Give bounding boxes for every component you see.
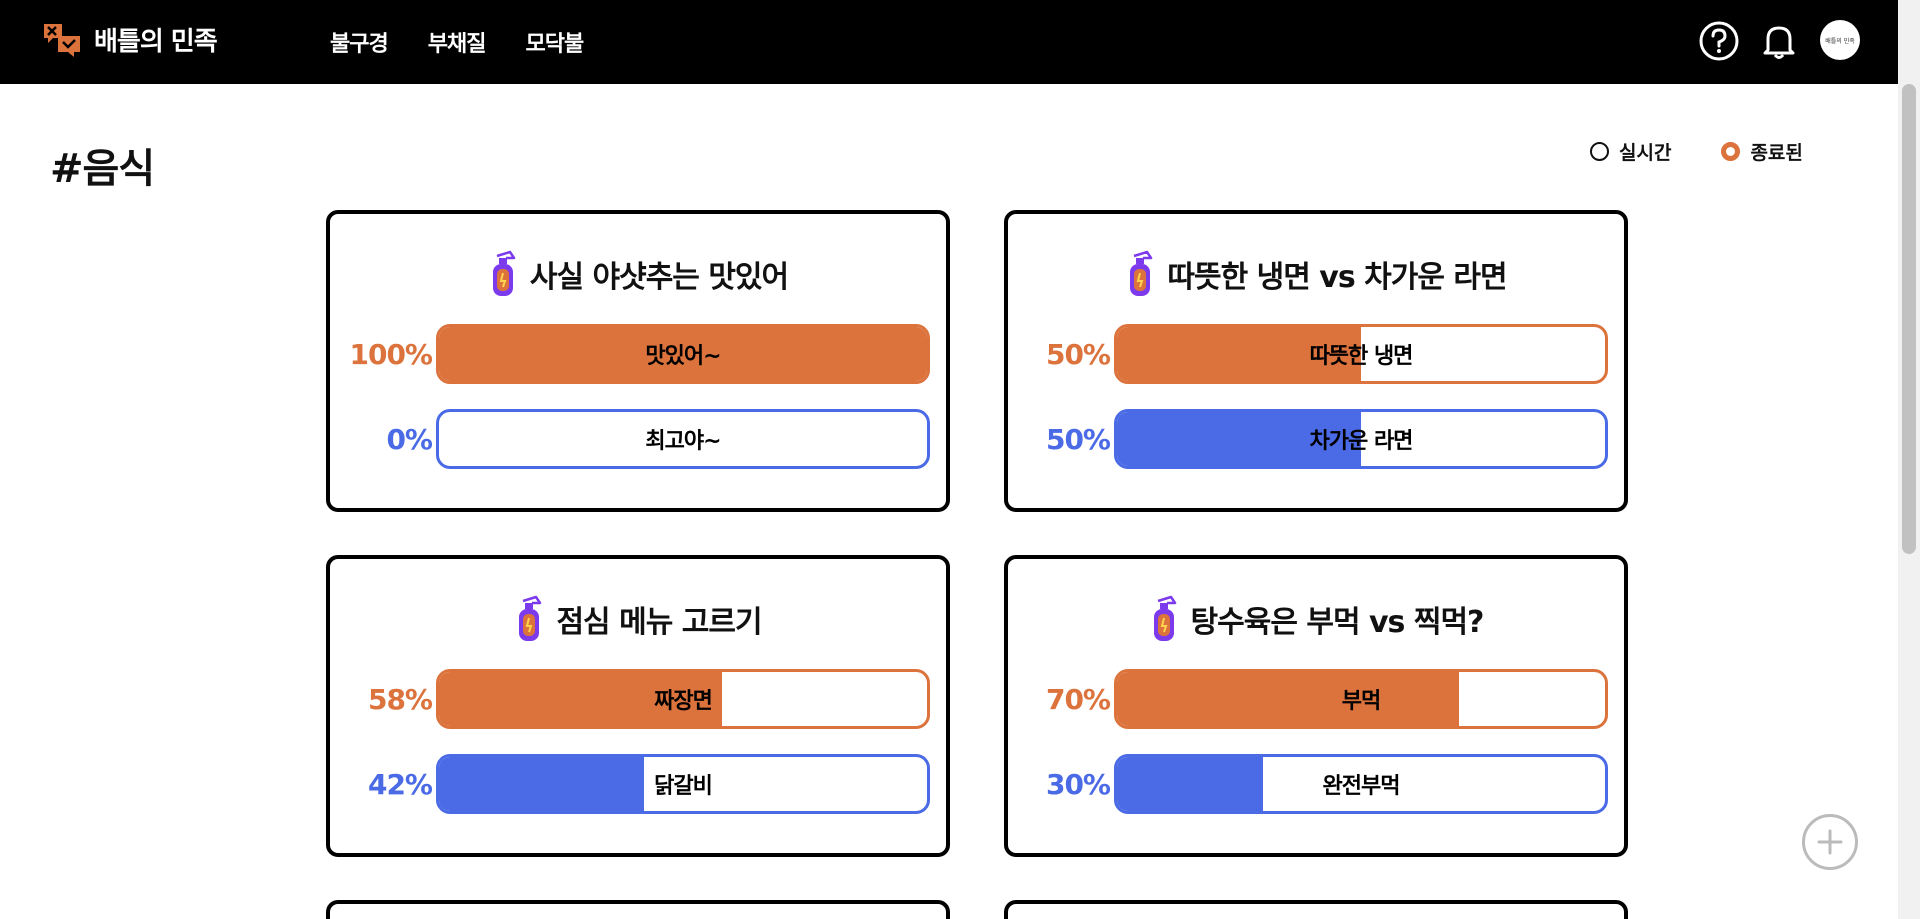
battle-card-title: 따뜻한 냉면 vs 차가운 라면 [1167, 260, 1507, 295]
vote-percent: 50% [1045, 337, 1111, 371]
vote-bar[interactable]: 최고야~ [436, 409, 930, 469]
vote-option-label: 부먹 [1341, 689, 1381, 714]
vote-option: 50% 따뜻한 냉면 [1030, 324, 1608, 384]
battle-card[interactable]: 사실 야샷추는 맛있어 100% 맛있어~ 0% 최고야~ [326, 210, 950, 512]
nav-item-bonfire[interactable]: 모닥불 [525, 32, 584, 57]
vote-percent: 58% [367, 682, 433, 716]
battle-card-title: 탕수육은 부먹 vs 찍먹? [1190, 605, 1485, 640]
scroll-thumb[interactable] [1902, 84, 1916, 554]
page-title: #음식 [50, 146, 155, 192]
vote-bar[interactable]: 짜장면 [436, 669, 930, 729]
vote-bar-fill [439, 757, 644, 811]
main-nav: 불구경 부채질 모닥불 [330, 26, 584, 58]
battle-card-title-row: 사실 야샷추는 맛있어 [330, 250, 946, 298]
vote-option-label: 차가운 라면 [1309, 429, 1414, 454]
vote-option: 50% 차가운 라면 [1030, 409, 1608, 469]
vote-option: 58% 짜장면 [352, 669, 930, 729]
vote-percent: 70% [1045, 682, 1111, 716]
vote-bar-fill [439, 672, 723, 726]
fire-extinguisher-icon [1130, 250, 1153, 296]
vote-option-label: 닭갈비 [654, 774, 713, 799]
fire-extinguisher-icon [492, 250, 516, 296]
battle-card-title: 사실 야샷추는 맛있어 [529, 260, 789, 295]
filter-ended-label: 종료된 [1750, 142, 1803, 164]
vote-option-label: 맛있어~ [645, 344, 721, 369]
bell-icon[interactable] [1758, 20, 1800, 62]
help-circle-icon[interactable] [1698, 20, 1740, 62]
logo[interactable]: 배틀의 민족 [42, 20, 218, 58]
nav-item-fanning[interactable]: 부채질 [427, 32, 487, 57]
vote-bar-fill [439, 327, 927, 381]
vote-bar[interactable]: 닭갈비 [436, 754, 930, 814]
vote-bar-fill [1117, 757, 1264, 811]
status-filter: 실시간 종료된 [1590, 138, 1803, 165]
vote-bar-fill [1117, 672, 1459, 726]
logo-mark-icon [44, 24, 80, 57]
battle-card-title-row: 따뜻한 냉면 vs 차가운 라면 [1008, 250, 1624, 298]
vote-bar-fill [1117, 327, 1361, 381]
vote-option: 100% 맛있어~ [349, 324, 930, 384]
vote-option-label: 최고야~ [645, 429, 721, 454]
plus-icon [1817, 829, 1843, 855]
vote-option-label: 짜장면 [654, 689, 713, 714]
vote-option-label: 따뜻한 냉면 [1309, 344, 1414, 369]
nav-item-fire-watch[interactable]: 불구경 [330, 32, 389, 57]
logo-text: 배틀의 민족 [94, 26, 218, 57]
vote-bar[interactable]: 맛있어~ [436, 324, 930, 384]
vote-percent: 0% [386, 422, 433, 456]
vote-bar[interactable]: 따뜻한 냉면 [1114, 324, 1608, 384]
avatar-text: 배틀의 민족 [1825, 37, 1855, 45]
vote-option: 30% 완전부먹 [1030, 754, 1608, 814]
vote-bar[interactable]: 부먹 [1114, 669, 1608, 729]
vote-percent: 50% [1045, 422, 1111, 456]
battle-card[interactable]: 탕수육은 부먹 vs 찍먹? 70% 부먹 30% 완전부먹 [1004, 555, 1628, 857]
vote-option: 42% 닭갈비 [352, 754, 930, 814]
filter-ended[interactable]: 종료된 [1721, 138, 1803, 165]
filter-live-label: 실시간 [1619, 142, 1672, 164]
scrollbar[interactable] [1898, 0, 1920, 919]
avatar[interactable]: 배틀의 민족 [1820, 20, 1860, 60]
fire-extinguisher-icon [1153, 595, 1176, 641]
vote-bar-fill [1117, 412, 1361, 466]
vote-percent: 42% [367, 767, 433, 801]
battle-card-title: 점심 메뉴 고르기 [556, 605, 762, 640]
battle-card-partial[interactable] [326, 900, 950, 919]
battle-card[interactable]: 점심 메뉴 고르기 58% 짜장면 42% 닭갈비 [326, 555, 950, 857]
add-battle-button[interactable] [1802, 814, 1858, 870]
battle-card-partial[interactable] [1004, 900, 1628, 919]
filter-live[interactable]: 실시간 [1590, 138, 1671, 165]
battle-card[interactable]: 따뜻한 냉면 vs 차가운 라면 50% 따뜻한 냉면 50% 차가운 라면 [1004, 210, 1628, 512]
vote-option: 70% 부먹 [1030, 669, 1608, 729]
vote-option-label: 완전부먹 [1322, 774, 1401, 799]
fire-extinguisher-icon [519, 595, 542, 641]
vote-option: 0% 최고야~ [352, 409, 930, 469]
vote-bar[interactable]: 완전부먹 [1114, 754, 1608, 814]
radio-live[interactable] [1590, 142, 1609, 161]
vote-percent: 30% [1045, 767, 1111, 801]
top-header: 배틀의 민족 불구경 부채질 모닥불 배틀의 민족 [0, 0, 1898, 84]
vote-bar[interactable]: 차가운 라면 [1114, 409, 1608, 469]
battle-card-title-row: 점심 메뉴 고르기 [330, 595, 946, 643]
vote-percent: 100% [349, 337, 433, 371]
radio-ended[interactable] [1721, 142, 1741, 161]
battle-card-title-row: 탕수육은 부먹 vs 찍먹? [1008, 595, 1624, 643]
